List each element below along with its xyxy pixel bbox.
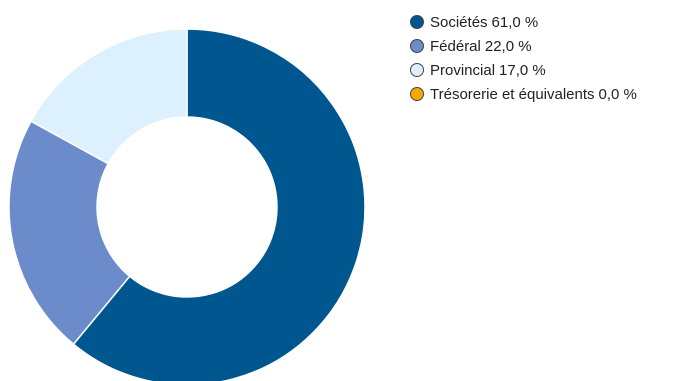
legend: Sociétés 61,0 % Fédéral 22,0 % Provincial 17,… [410, 10, 637, 106]
slice-1 [8, 120, 131, 346]
legend-swatch-1 [410, 39, 424, 53]
legend-value-label-0: 61,0 % [491, 13, 539, 31]
legend-label-2: Provincial 17,0 % [430, 62, 546, 79]
slice-0 [72, 28, 366, 381]
donut-chart [8, 28, 366, 381]
legend-label-3: Trésorerie et équivalents 0,0 % [430, 86, 637, 103]
legend-item-2: Provincial 17,0 % [410, 58, 637, 82]
legend-series-name-2: Provincial [430, 61, 496, 79]
legend-value-label-2: 17,0 % [499, 61, 546, 79]
legend-series-name-3: Trésorerie et équivalents [430, 85, 595, 103]
legend-label-0: Sociétés 61,0 % [430, 14, 538, 31]
legend-label-1: Fédéral 22,0 % [430, 38, 532, 55]
legend-series-name-0: Sociétés [430, 13, 488, 31]
legend-value-label-3: 0,0 % [598, 85, 637, 103]
legend-value-label-1: 22,0 % [484, 37, 532, 55]
legend-item-3: Trésorerie et équivalents 0,0 % [410, 82, 637, 106]
slice-2 [29, 28, 188, 165]
legend-swatch-2 [410, 63, 424, 77]
legend-series-name-1: Fédéral [430, 37, 481, 55]
legend-item-1: Fédéral 22,0 % [410, 34, 637, 58]
legend-swatch-3 [410, 87, 424, 101]
legend-swatch-0 [410, 15, 424, 29]
legend-item-0: Sociétés 61,0 % [410, 10, 637, 34]
